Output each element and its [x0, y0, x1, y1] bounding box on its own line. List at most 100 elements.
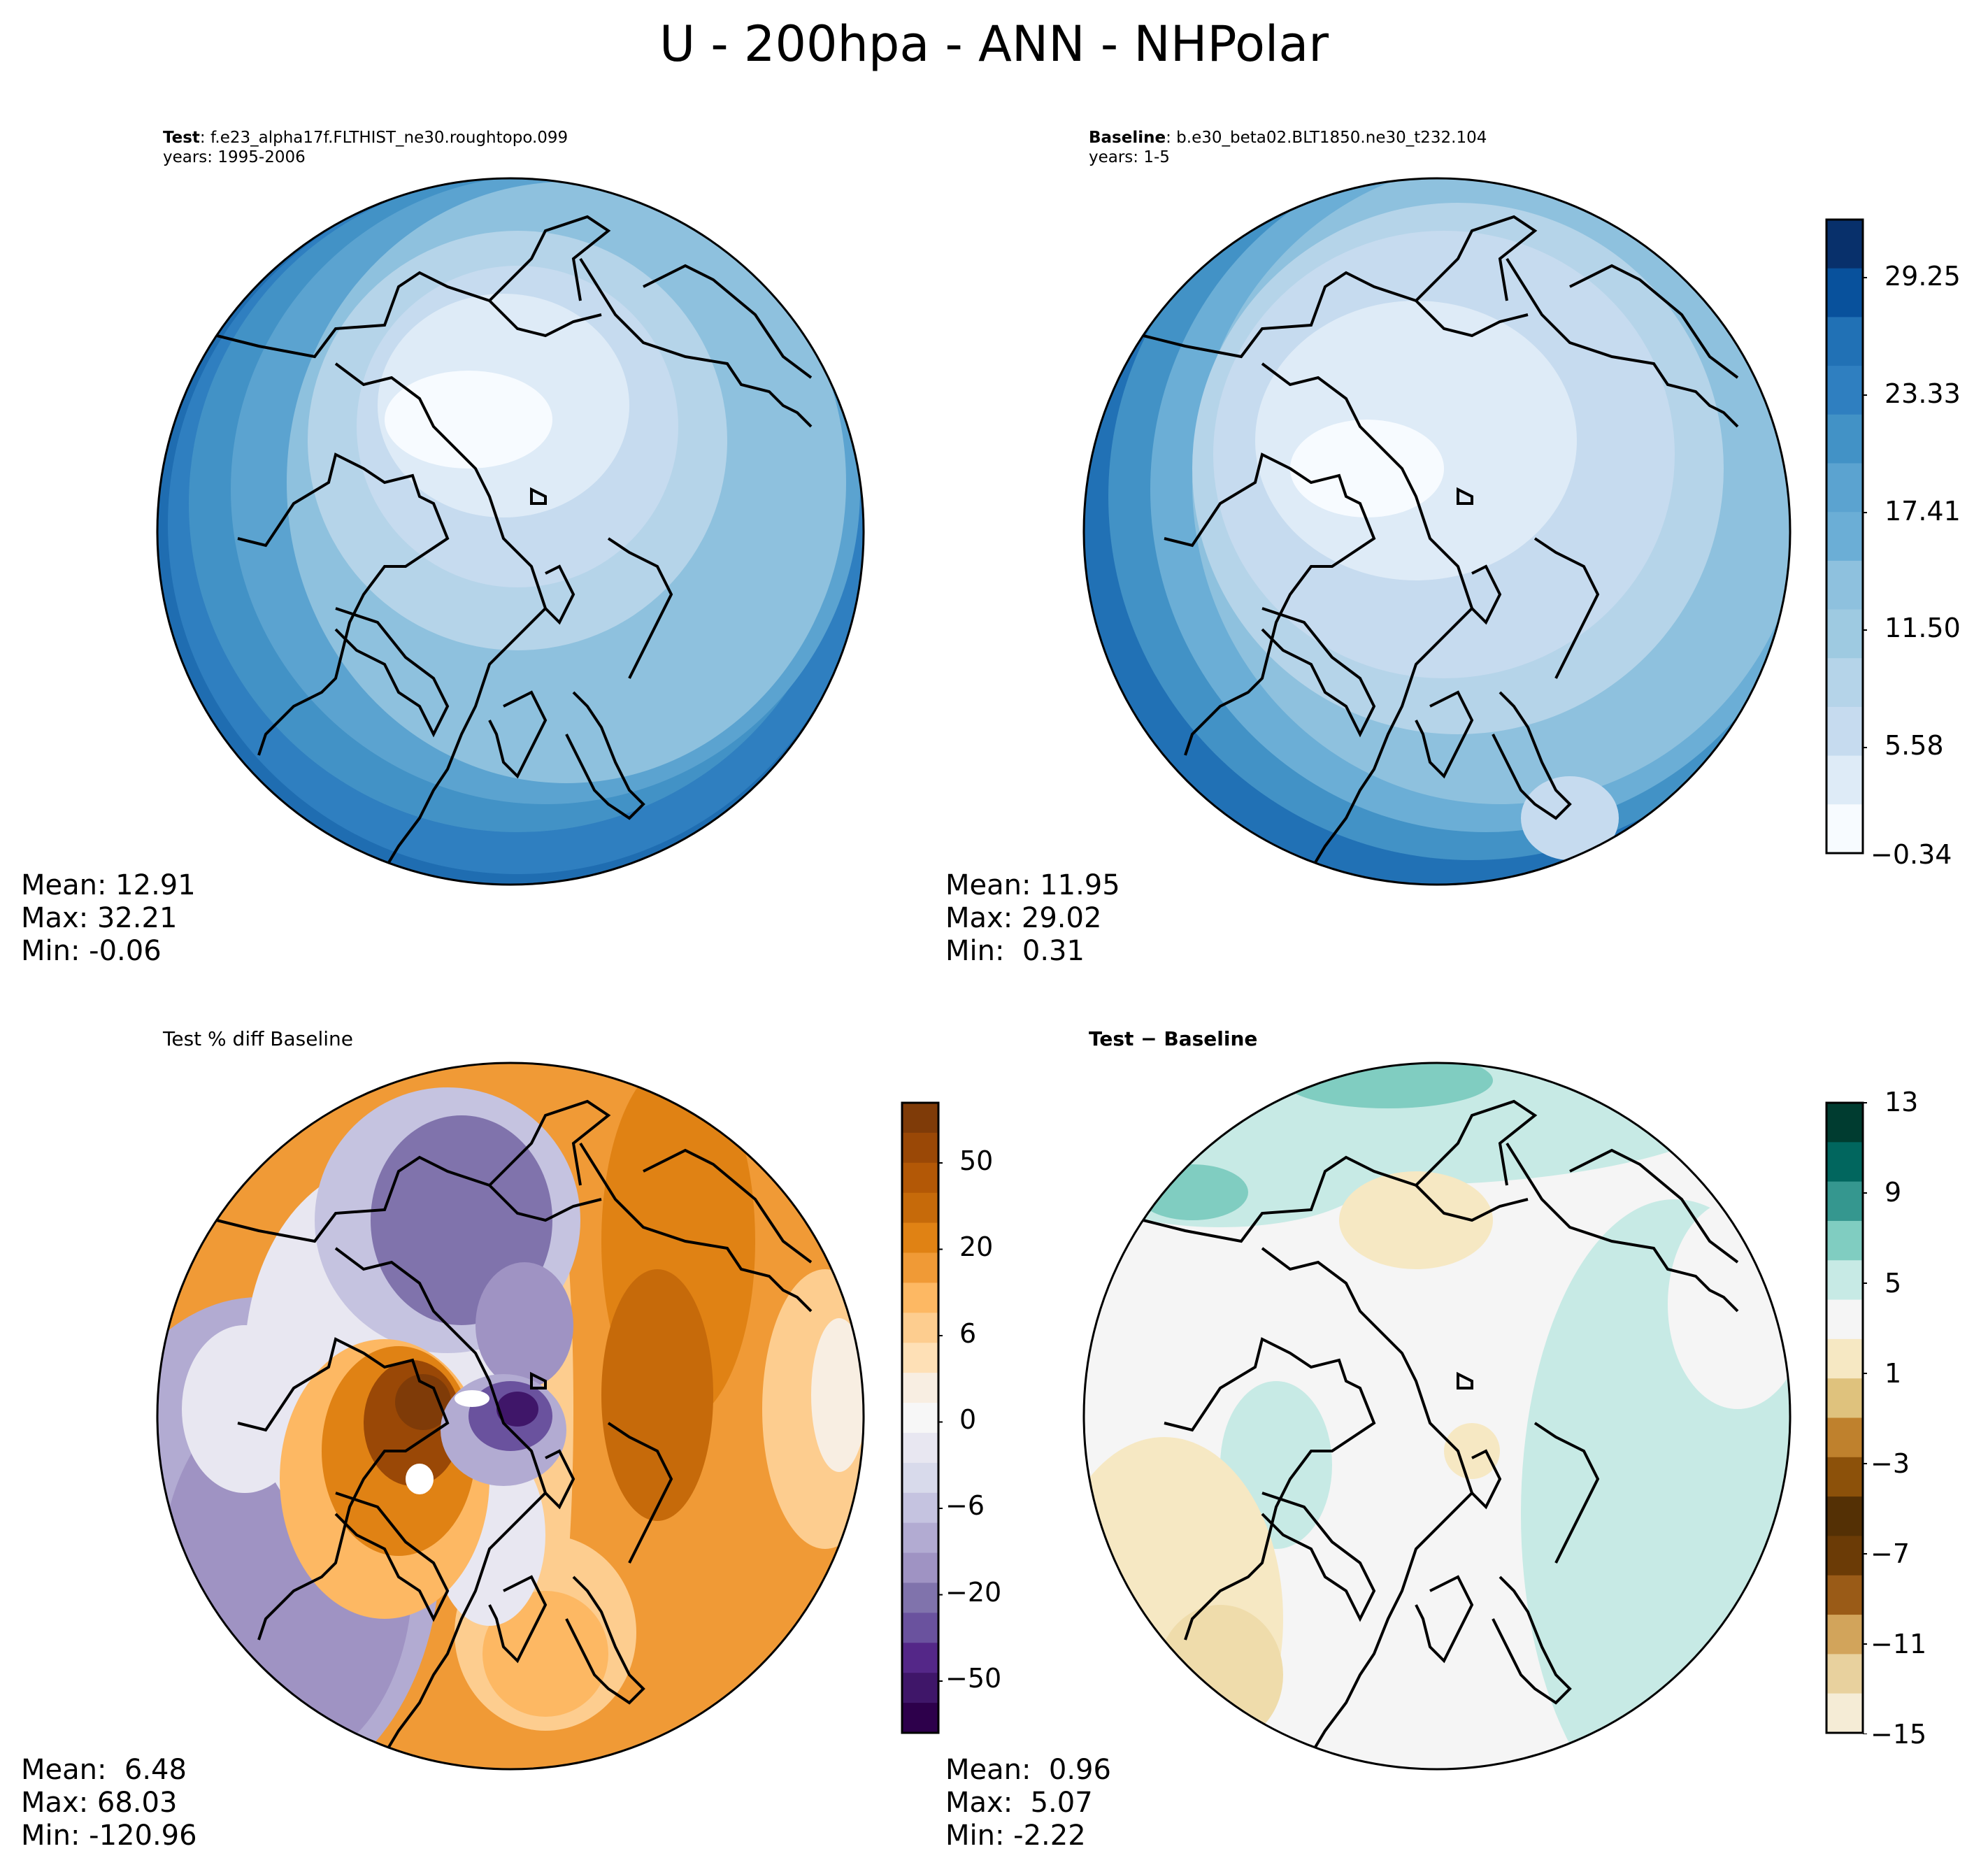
test-mean: Mean: 12.91 [21, 869, 196, 901]
diff-panel-title: Test − Baseline [1089, 1027, 1258, 1050]
test-case-name: : f.e23_alpha17f.FLTHIST_ne30.roughtopo.… [199, 129, 568, 147]
baseline-max: Max: 29.02 [945, 902, 1102, 934]
diff-max: Max: 5.07 [945, 1787, 1093, 1819]
diff-mean: Mean: 0.96 [945, 1754, 1111, 1786]
diff-colorbar-tick: −15 [1871, 1719, 1927, 1750]
colorbar-band [1826, 1378, 1863, 1419]
colorbar-band [902, 1162, 938, 1194]
colorbar-band [902, 1282, 938, 1313]
test-label: Test [163, 129, 200, 147]
colorbar-band [1826, 1575, 1863, 1615]
diff-colorbar-tick: −11 [1871, 1629, 1927, 1659]
colorbar-band [1826, 1299, 1863, 1340]
pctdiff-colorbar-tick: −20 [945, 1577, 1002, 1608]
diff-colorbar-tick: 1 [1885, 1358, 1902, 1389]
pctdiff-colorbar-tick: 20 [959, 1231, 994, 1262]
test-min: Min: -0.06 [21, 935, 162, 967]
baseline-min: Min: 0.31 [945, 935, 1085, 967]
colorbar-band [1826, 1417, 1863, 1458]
colorbar-band [902, 1222, 938, 1254]
colorbar-band [1826, 317, 1863, 366]
colorbar-band [902, 1103, 938, 1134]
baseline-label: Baseline [1089, 129, 1166, 147]
colorbar-band [902, 1552, 938, 1584]
diff-colorbar-tick: −3 [1871, 1448, 1910, 1479]
colorbar-band [1826, 512, 1863, 562]
colorbar-band [902, 1343, 938, 1373]
pctdiff-colorbar-tick: 6 [959, 1318, 977, 1349]
colorbar-band [1826, 1496, 1863, 1537]
values-colorbar-tick: 11.50 [1885, 613, 1961, 643]
colorbar-band [1826, 1142, 1863, 1182]
values-colorbar-tick: 29.25 [1885, 261, 1961, 292]
baseline-mean: Mean: 11.95 [945, 869, 1120, 901]
colorbar-band [902, 1462, 938, 1494]
colorbar-band [902, 1432, 938, 1464]
test-max: Max: 32.21 [21, 902, 178, 934]
values-colorbar-tick: 5.58 [1885, 730, 1944, 761]
test-stats: Mean: 12.91 Max: 32.21 Min: -0.06 [21, 869, 196, 968]
diff-colorbar-tick: −7 [1871, 1538, 1910, 1569]
pctdiff-stats: Mean: 6.48 Max: 68.03 Min: -120.96 [21, 1754, 197, 1852]
figure-title: U - 200hpa - ANN - NHPolar [659, 15, 1329, 73]
colorbar-band [902, 1582, 938, 1613]
colorbar-band [902, 1192, 938, 1224]
colorbar-band [1826, 609, 1863, 659]
diff-stats: Mean: 0.96 Max: 5.07 Min: -2.22 [945, 1754, 1111, 1852]
diff-colorbar-tick: 9 [1885, 1177, 1902, 1208]
baseline-case-name: : b.e30_beta02.BLT1850.ne30_t232.104 [1166, 129, 1487, 147]
colorbar-band [1826, 1338, 1863, 1379]
baseline-panel-title: Baseline: b.e30_beta02.BLT1850.ne30_t232… [1089, 128, 1487, 148]
colorbar-band [902, 1643, 938, 1673]
baseline-years: years: 1-5 [1089, 148, 1170, 166]
colorbar-band [902, 1492, 938, 1524]
colorbar-band [1826, 1615, 1863, 1655]
diff-min: Min: -2.22 [945, 1820, 1086, 1852]
colorbar-band [1826, 658, 1863, 708]
baseline-polar-map [1082, 177, 1792, 886]
colorbar-band [1826, 706, 1863, 757]
colorbar-band [1826, 220, 1863, 269]
colorbar-band [902, 1613, 938, 1643]
colorbar-band [902, 1403, 938, 1434]
pctdiff-colorbar-tick: 0 [959, 1404, 977, 1435]
diff-colorbar-tick: 5 [1885, 1268, 1902, 1299]
colorbar-band [902, 1252, 938, 1284]
colorbar-band [902, 1703, 938, 1734]
test-polar-map [156, 177, 865, 886]
colorbar-band [1826, 268, 1863, 317]
colorbar-band [1826, 1181, 1863, 1222]
baseline-stats: Mean: 11.95 Max: 29.02 Min: 0.31 [945, 869, 1120, 968]
pctdiff-colorbar [901, 1101, 943, 1734]
colorbar-band [1826, 1693, 1863, 1734]
colorbar-band [1826, 560, 1863, 610]
colorbar-frame [901, 1101, 940, 1734]
colorbar-band [1826, 1457, 1863, 1497]
values-colorbar-tick: −0.34 [1871, 839, 1952, 870]
pctdiff-colorbar-tick: −6 [945, 1490, 985, 1521]
colorbar-band [902, 1522, 938, 1554]
colorbar-band [1826, 755, 1863, 805]
colorbar-frame [1825, 218, 1864, 855]
colorbar-band [902, 1673, 938, 1703]
values-colorbar-tick: 17.41 [1885, 496, 1961, 527]
pctdiff-polar-map [156, 1062, 865, 1771]
diff-colorbar [1825, 1101, 1867, 1734]
values-colorbar [1825, 218, 1867, 855]
coastlines [1143, 215, 1739, 883]
test-panel-title: Test: f.e23_alpha17f.FLTHIST_ne30.rought… [163, 128, 568, 148]
pctdiff-colorbar-tick: 50 [959, 1145, 994, 1176]
pctdiff-panel-title: Test % diff Baseline [163, 1027, 354, 1050]
colorbar-band [902, 1132, 938, 1164]
colorbar-band [902, 1373, 938, 1403]
test-years: years: 1995-2006 [163, 148, 306, 166]
colorbar-band [1826, 1536, 1863, 1576]
diff-polar-map [1082, 1062, 1792, 1771]
pctdiff-max: Max: 68.03 [21, 1787, 178, 1819]
pctdiff-colorbar-tick: −50 [945, 1663, 1002, 1694]
pctdiff-mean: Mean: 6.48 [21, 1754, 187, 1786]
colorbar-band [1826, 804, 1863, 854]
pctdiff-min: Min: -120.96 [21, 1820, 197, 1852]
colorbar-band [1826, 1220, 1863, 1261]
colorbar-band [1826, 1654, 1863, 1694]
